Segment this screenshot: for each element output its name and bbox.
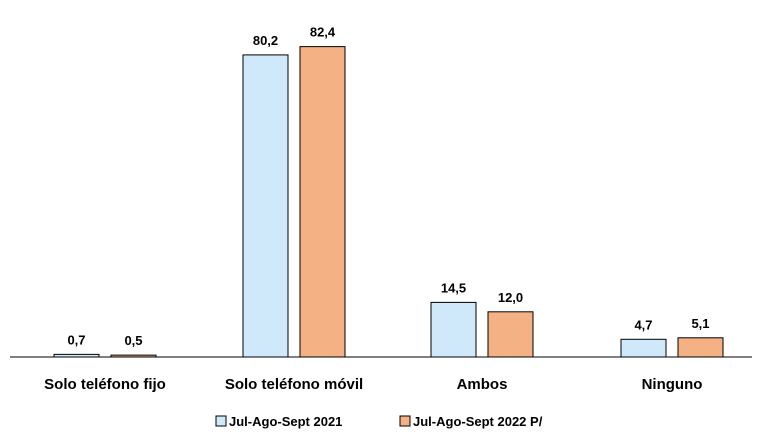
value-label-series2-3: 12,0 xyxy=(498,290,523,305)
value-label-series1-2: 80,2 xyxy=(253,33,278,48)
value-label-series2-2: 82,4 xyxy=(310,25,336,40)
legend-label-2: Jul-Ago-Sept 2022 P/ xyxy=(413,414,543,429)
category-labels-group: Solo teléfono fijo Solo teléfono móvil Amb… xyxy=(44,376,702,393)
bar-series1-3 xyxy=(430,301,477,358)
bar-series2-4 xyxy=(677,337,724,358)
legend-swatch-2 xyxy=(399,415,411,427)
bar-series2-3 xyxy=(487,311,534,358)
category-label-1: Solo teléfono fijo xyxy=(44,376,166,393)
bar-series1-4 xyxy=(620,338,667,358)
legend-swatch-1 xyxy=(215,415,227,427)
value-label-series1-1: 0,7 xyxy=(67,332,85,347)
value-label-series2-1: 0,5 xyxy=(124,333,142,348)
value-label-series2-4: 5,1 xyxy=(691,316,709,331)
value-labels-group: 0,7 0,5 80,2 82,4 14,5 12,0 4,7 5,1 xyxy=(67,25,709,348)
bar-series1-2 xyxy=(242,54,289,358)
value-label-series1-3: 14,5 xyxy=(441,280,466,295)
legend: Jul-Ago-Sept 2021 Jul-Ago-Sept 2022 P/ xyxy=(215,414,543,429)
category-label-4: Ninguno xyxy=(642,376,703,393)
value-label-series1-4: 4,7 xyxy=(634,317,652,332)
bar-series2-2 xyxy=(299,46,346,358)
legend-label-1: Jul-Ago-Sept 2021 xyxy=(229,414,342,429)
category-label-3: Ambos xyxy=(457,376,508,393)
bars-group xyxy=(53,46,724,358)
category-label-2: Solo teléfono móvil xyxy=(225,376,363,393)
